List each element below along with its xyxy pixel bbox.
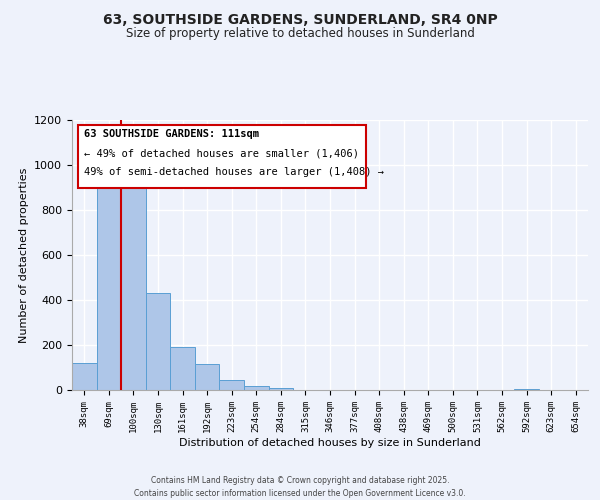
Bar (121, 174, 146, 390)
Text: Size of property relative to detached houses in Sunderland: Size of property relative to detached ho… (125, 28, 475, 40)
Bar (170, 347, 195, 390)
Bar (514, 389, 539, 390)
Text: ← 49% of detached houses are smaller (1,406): ← 49% of detached houses are smaller (1,… (84, 148, 359, 158)
Bar (220, 380, 244, 390)
Text: Contains HM Land Registry data © Crown copyright and database right 2025.
Contai: Contains HM Land Registry data © Crown c… (134, 476, 466, 498)
Text: 63, SOUTHSIDE GARDENS, SUNDERLAND, SR4 0NP: 63, SOUTHSIDE GARDENS, SUNDERLAND, SR4 0… (103, 12, 497, 26)
Bar (269, 388, 293, 390)
Bar (244, 386, 269, 390)
X-axis label: Distribution of detached houses by size in Sunderland: Distribution of detached houses by size … (179, 438, 481, 448)
Bar (97, 173, 121, 390)
Y-axis label: Number of detached properties: Number of detached properties (19, 168, 29, 342)
Bar (146, 293, 170, 390)
Text: 49% of semi-detached houses are larger (1,408) →: 49% of semi-detached houses are larger (… (84, 167, 384, 177)
Text: 63 SOUTHSIDE GARDENS: 111sqm: 63 SOUTHSIDE GARDENS: 111sqm (84, 129, 259, 139)
Bar (72, 363, 97, 390)
Bar (195, 364, 220, 390)
